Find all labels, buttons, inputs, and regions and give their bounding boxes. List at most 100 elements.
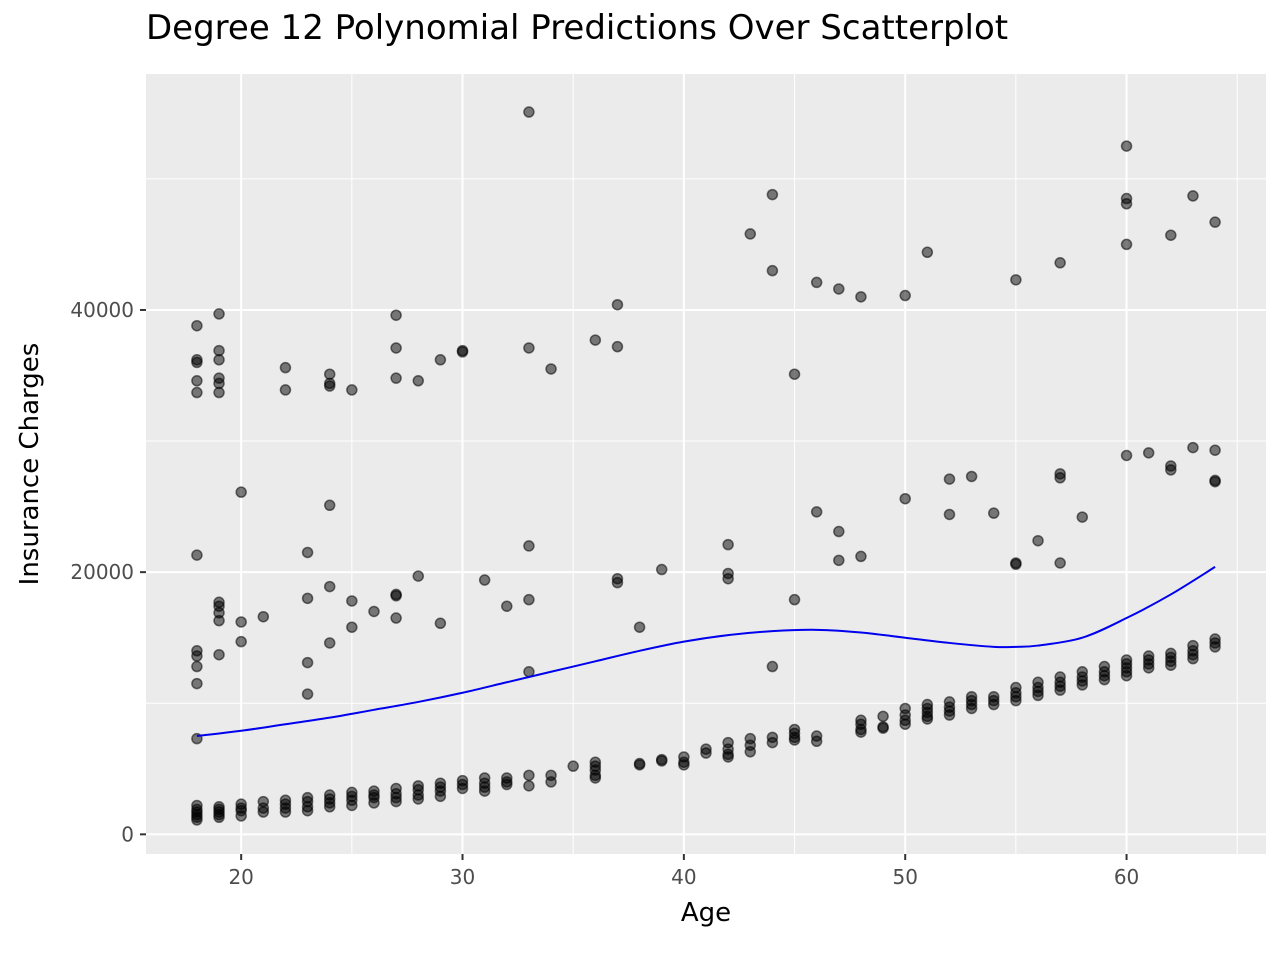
data-point xyxy=(191,386,203,399)
data-point xyxy=(235,635,247,648)
data-point xyxy=(390,372,402,384)
data-point xyxy=(943,709,956,721)
data-point xyxy=(921,246,934,259)
data-point xyxy=(1010,558,1022,571)
data-point xyxy=(1054,557,1066,569)
data-point xyxy=(523,540,535,552)
data-point xyxy=(412,793,425,805)
data-point xyxy=(1209,216,1221,228)
x-tick-label: 40 xyxy=(671,865,696,889)
data-point xyxy=(766,660,779,673)
data-point xyxy=(501,778,513,791)
data-point xyxy=(1165,464,1177,476)
x-axis-label: Age xyxy=(680,898,732,928)
data-point xyxy=(722,751,734,763)
data-point xyxy=(833,283,845,295)
data-point xyxy=(213,648,225,661)
data-point xyxy=(1120,669,1133,682)
data-point xyxy=(810,276,823,289)
data-point xyxy=(346,621,358,633)
data-point xyxy=(390,795,402,808)
data-point xyxy=(301,656,314,669)
data-point xyxy=(788,368,801,380)
data-point xyxy=(301,592,314,605)
data-point xyxy=(323,637,336,649)
data-point xyxy=(191,677,203,690)
data-point xyxy=(899,492,911,505)
data-point xyxy=(323,580,336,593)
data-points xyxy=(191,106,1221,826)
data-point xyxy=(235,486,247,498)
data-point xyxy=(456,782,469,795)
data-point xyxy=(1098,673,1111,686)
chart-title: Degree 12 Polynomial Predictions Over Sc… xyxy=(146,8,1009,48)
x-tick-label: 20 xyxy=(228,865,253,889)
data-point xyxy=(257,610,270,623)
data-point xyxy=(301,804,314,817)
data-point xyxy=(987,507,1000,519)
data-point xyxy=(412,375,425,387)
data-point xyxy=(213,811,225,824)
data-point xyxy=(523,769,535,782)
data-point xyxy=(1187,190,1199,202)
data-point xyxy=(523,342,535,354)
data-point xyxy=(1010,274,1022,286)
data-point xyxy=(523,780,535,792)
data-point xyxy=(788,734,801,746)
data-point xyxy=(1076,679,1089,691)
tick-labels: 20 30 40 50 60 0 20000 40000 xyxy=(70,298,1139,889)
data-point xyxy=(346,799,358,812)
data-point xyxy=(390,612,402,624)
data-point xyxy=(611,340,624,353)
data-point xyxy=(279,384,292,396)
data-point xyxy=(722,538,734,551)
data-point xyxy=(1120,238,1133,251)
data-point xyxy=(213,308,225,320)
data-point xyxy=(1054,472,1066,484)
y-tick-label: 20000 xyxy=(70,560,134,584)
polynomial-fit-line xyxy=(196,566,1216,738)
data-point xyxy=(678,759,690,771)
data-point xyxy=(810,735,823,748)
data-point xyxy=(1209,641,1221,653)
data-point xyxy=(1142,447,1155,459)
data-point xyxy=(191,356,203,369)
data-point xyxy=(633,621,646,633)
data-point xyxy=(1165,659,1177,671)
data-point xyxy=(766,736,779,749)
data-point xyxy=(456,346,469,358)
plot-panel xyxy=(146,74,1266,854)
data-point xyxy=(1120,198,1133,210)
data-point xyxy=(722,572,734,585)
data-point xyxy=(301,688,314,700)
data-point xyxy=(368,605,380,618)
data-point xyxy=(744,228,757,240)
data-point xyxy=(323,801,336,813)
data-point xyxy=(611,298,624,311)
data-point xyxy=(523,106,535,118)
data-point xyxy=(346,595,358,607)
data-point xyxy=(744,745,757,758)
data-point xyxy=(1142,662,1155,674)
data-point xyxy=(987,698,1000,711)
data-point xyxy=(191,814,203,826)
data-point xyxy=(855,726,867,738)
data-point xyxy=(323,499,336,512)
data-point xyxy=(833,525,845,538)
data-point xyxy=(833,554,845,567)
data-point xyxy=(965,702,978,715)
x-tick-label: 60 xyxy=(1114,865,1139,889)
data-point xyxy=(1076,511,1089,523)
data-point xyxy=(1209,475,1221,488)
data-point xyxy=(346,384,358,396)
x-tick-label: 30 xyxy=(450,865,475,889)
data-point xyxy=(1010,694,1022,707)
data-point xyxy=(633,759,646,771)
minor-gridlines xyxy=(146,74,1266,854)
data-point xyxy=(434,354,447,366)
data-point xyxy=(213,614,225,627)
data-point xyxy=(257,806,270,818)
data-point xyxy=(899,289,911,302)
data-point xyxy=(1120,449,1133,462)
data-point xyxy=(877,722,889,734)
